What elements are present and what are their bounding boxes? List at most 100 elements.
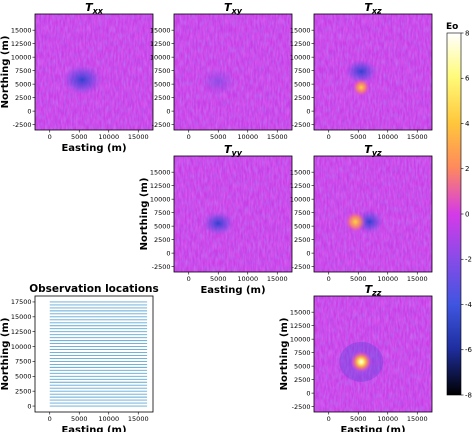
x-tick-label: 0 — [327, 133, 331, 141]
y-tick-label: 10000 — [290, 195, 311, 203]
y-tick-label: -2500 — [152, 263, 171, 271]
heatmap-noise-blue — [174, 14, 292, 130]
y-tick-label: 17500 — [11, 298, 32, 306]
x-tick-label: 5000 — [210, 275, 227, 283]
y-tick-label: -2500 — [292, 403, 311, 411]
y-tick-label: 10000 — [290, 335, 311, 343]
y-tick-label: 0 — [27, 107, 31, 115]
y-tick-label: 7500 — [15, 67, 32, 75]
colorbar-ticks: 8 6 4 2 0 -2 -4 -6 -8 — [461, 29, 473, 399]
x-tick-label: 0 — [187, 133, 191, 141]
colorbar-tick-label: 4 — [465, 120, 470, 128]
y-tick-label: 2500 — [154, 236, 171, 244]
y-tick-label: 12500 — [290, 182, 311, 190]
colorbar-tick-label: -4 — [465, 301, 473, 309]
panel-txy: 0 5000 10000 15000 15000 12500 10000 7500 5000 25… — [150, 1, 293, 141]
panel-title: Observation locations — [29, 283, 159, 295]
panel-title-main: T — [85, 1, 94, 14]
axes-frame — [173, 155, 293, 273]
y-tick-label: 15000 — [290, 168, 311, 176]
anomaly-negative — [202, 211, 235, 236]
x-axis-label: Easting (m) — [340, 425, 405, 432]
y-tick-label: 2500 — [294, 236, 311, 244]
x-axis-label: Easting (m) — [61, 425, 126, 432]
panel-title-sub: yy — [232, 149, 243, 158]
heatmap-noise-blue — [174, 156, 292, 272]
y-tick-label: 15000 — [290, 26, 311, 34]
y-tick-label: 0 — [27, 402, 31, 410]
y-tick-label: 12500 — [11, 328, 32, 336]
y-tick-label: 5000 — [294, 80, 311, 88]
x-tick-label: 15000 — [128, 415, 149, 423]
y-tick-label: 2500 — [294, 376, 311, 384]
y-axis-label: Northing (m) — [139, 178, 150, 251]
y-tick-label: 5000 — [294, 362, 311, 370]
y-tick-label: 5000 — [15, 373, 32, 381]
x-tick-label: 15000 — [267, 133, 288, 141]
panel-txz: 0 5000 10000 15000 15000 12500 10000 7500 5000 25… — [290, 1, 433, 141]
x-tick-label: 10000 — [377, 275, 398, 283]
panel-txx: 0 5000 10000 15000 15000 12500 10000 7500 5000 25… — [0, 1, 154, 154]
y-axis-label: Northing (m) — [0, 36, 11, 109]
x-tick-label: 5000 — [71, 133, 88, 141]
y-tick-label: 10000 — [11, 343, 32, 351]
y-tick-label: 10000 — [11, 53, 32, 61]
x-tick-label: 10000 — [377, 133, 398, 141]
panel-title: Tyy — [224, 143, 243, 158]
axes-frame — [313, 13, 433, 131]
y-tick-label: -2500 — [292, 121, 311, 129]
x-tick-label: 0 — [48, 415, 52, 423]
colorbar-tick-label: -8 — [465, 391, 472, 399]
y-tick-label: 12500 — [150, 40, 171, 48]
x-axis-label: Easting (m) — [61, 143, 126, 154]
panel-title: Tzz — [365, 283, 382, 298]
y-tick-label: -2500 — [13, 121, 32, 129]
y-tick-label: 5000 — [154, 222, 171, 230]
colorbar-tick-label: 8 — [465, 29, 469, 37]
x-tick-label: 15000 — [407, 275, 428, 283]
x-tick-label: 5000 — [350, 415, 367, 423]
x-tick-label: 15000 — [407, 415, 428, 423]
panel-title-main: T — [364, 1, 373, 14]
y-tick-label: -2500 — [152, 121, 171, 129]
y-tick-label: 7500 — [294, 67, 311, 75]
anomaly-positive — [350, 350, 373, 373]
x-tick-label: 15000 — [128, 133, 149, 141]
x-tick-label: 15000 — [267, 275, 288, 283]
colorbar-label: Eo — [446, 22, 458, 32]
y-tick-label: 10000 — [150, 53, 171, 61]
y-axis-label: Northing (m) — [279, 318, 290, 391]
axes-frame — [313, 295, 433, 413]
panel-title-main: T — [364, 143, 373, 156]
panels-layer: 0 5000 10000 15000 15000 12500 10000 7500 5000 25… — [0, 1, 433, 432]
y-tick-label: -2500 — [292, 263, 311, 271]
colorbar-gradient — [446, 32, 462, 396]
y-tick-label: 5000 — [294, 222, 311, 230]
panel-title-main: T — [365, 283, 374, 296]
y-tick-label: 12500 — [290, 40, 311, 48]
panel-title-sub: xy — [231, 7, 243, 16]
y-tick-label: 2500 — [15, 94, 32, 102]
axes-frame — [34, 13, 154, 131]
anomaly-positive-lobe — [344, 210, 367, 233]
anomaly-positive-lobe — [352, 78, 371, 97]
y-tick-label: 0 — [306, 249, 310, 257]
y-tick-label: 7500 — [294, 209, 311, 217]
y-tick-label: 0 — [166, 249, 170, 257]
plot-area — [35, 296, 153, 412]
x-tick-label: 0 — [48, 133, 52, 141]
x-tick-label: 5000 — [210, 133, 227, 141]
colorbar-tick-label: -2 — [465, 256, 472, 264]
x-tick-label: 10000 — [98, 415, 119, 423]
x-tick-label: 0 — [327, 275, 331, 283]
x-tick-label: 10000 — [237, 275, 258, 283]
panel-title-sub: yz — [372, 149, 382, 158]
y-tick-label: 0 — [166, 107, 170, 115]
colorbar-tick-label: 0 — [465, 210, 469, 218]
panel-tzz: 0 5000 10000 15000 15000 12500 10000 7500 5000 25… — [279, 283, 433, 432]
anomaly-negative — [62, 64, 103, 95]
y-tick-label: 7500 — [154, 209, 171, 217]
axes-frame — [173, 13, 293, 131]
panel-title-main: T — [224, 143, 233, 156]
